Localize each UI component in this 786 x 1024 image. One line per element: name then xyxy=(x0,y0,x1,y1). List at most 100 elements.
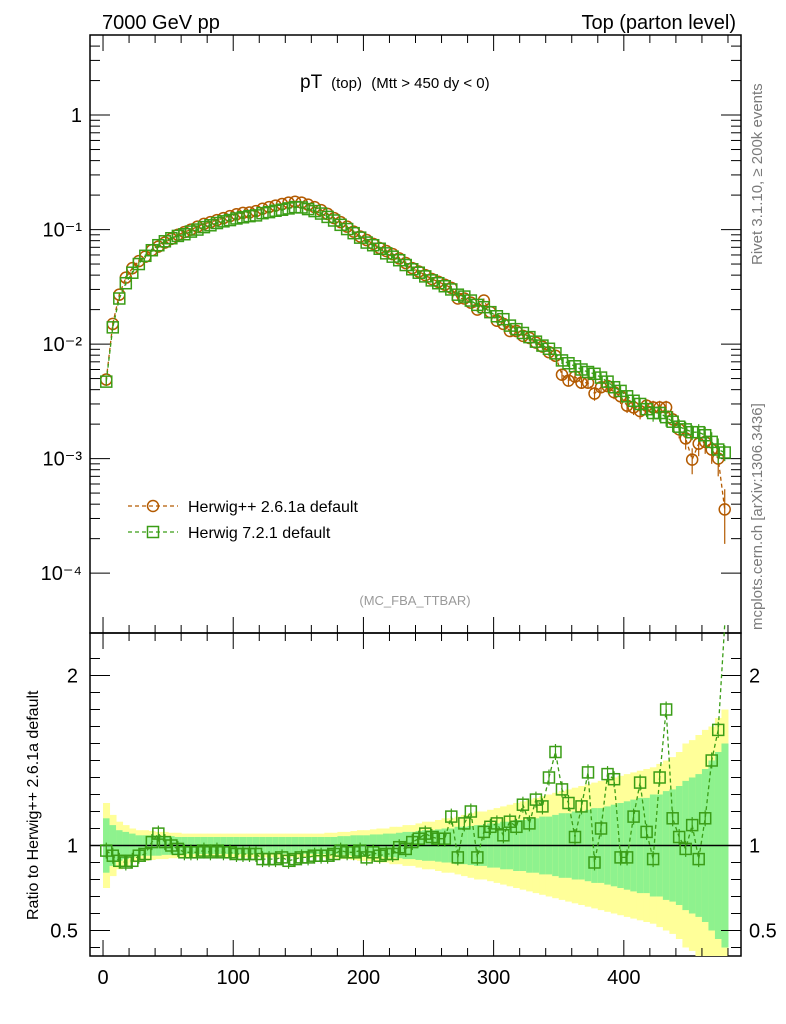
plot-title: pT (top) (Mtt > 450 dy < 0) xyxy=(300,72,490,93)
data-point-square xyxy=(171,229,185,243)
ratio-point xyxy=(555,783,569,796)
data-point-square xyxy=(184,225,198,238)
data-point-square xyxy=(113,292,126,305)
rivet-label: Rivet 3.1.10, ≥ 200k events xyxy=(749,83,766,265)
data-point-square xyxy=(692,425,705,439)
ratio-point xyxy=(575,800,588,813)
ratio-point xyxy=(692,852,705,866)
ratio-point xyxy=(698,812,712,825)
main-axis-ticks: 1 10⁻¹ 10⁻² 10⁻³ 10⁻⁴ xyxy=(41,34,741,633)
ratio-point xyxy=(392,840,406,854)
data-point-square xyxy=(484,305,497,319)
ratio-point xyxy=(308,849,321,862)
ratio-ytick-label-right: 1 xyxy=(749,836,760,858)
ratio-ytick-label: 2 xyxy=(67,666,78,688)
main-ytick-label: 1 xyxy=(71,105,82,127)
ratio-point xyxy=(373,849,386,862)
ratio-point xyxy=(113,854,126,868)
data-point-circle xyxy=(685,453,699,466)
ratio-point xyxy=(236,847,250,861)
ratio-point xyxy=(295,851,308,864)
data-point-circle xyxy=(575,376,588,389)
ratio-ytick-label: 0.5 xyxy=(50,921,78,943)
data-point-circle xyxy=(562,374,575,387)
plot-title-main: pT xyxy=(300,72,323,93)
data-point-square xyxy=(679,423,692,436)
ratio-xtick-label: 300 xyxy=(477,967,510,989)
ratio-point xyxy=(549,745,562,759)
ratio-point xyxy=(178,846,191,859)
ratio-point xyxy=(607,772,621,786)
ratio-point xyxy=(562,796,575,810)
data-point-square xyxy=(386,250,399,263)
data-point-square xyxy=(327,214,341,227)
ratio-ytick-label-right: 0.5 xyxy=(749,921,777,943)
data-point-square xyxy=(432,276,445,290)
data-point-square xyxy=(685,425,699,439)
ratio-point xyxy=(301,851,315,864)
data-point-square xyxy=(412,266,426,279)
data-point-square xyxy=(119,276,133,290)
watermark: (MC_FBA_TTBAR) xyxy=(359,593,470,608)
data-point-square xyxy=(640,402,653,416)
data-point-square xyxy=(405,263,419,276)
data-point-circle xyxy=(718,503,731,516)
ratio-point xyxy=(529,793,543,806)
main-ytick-label: 10⁻² xyxy=(43,334,83,356)
ratio-point xyxy=(145,835,159,849)
ratio-point xyxy=(633,776,647,789)
ratio-point xyxy=(314,849,328,862)
ratio-point xyxy=(353,844,367,857)
data-point-square xyxy=(256,206,269,220)
ratio-point xyxy=(490,817,504,830)
ratio-point xyxy=(438,832,452,845)
data-point-square xyxy=(698,428,712,442)
ratio-point xyxy=(223,846,237,859)
legend: Herwig++ 2.6.1a default Herwig 7.2.1 def… xyxy=(128,499,358,542)
ratio-point xyxy=(386,847,399,861)
ratio-point xyxy=(158,835,172,849)
data-point-square xyxy=(536,339,549,352)
ratio-point xyxy=(510,820,523,834)
data-point-square xyxy=(549,347,562,360)
main-ytick-label: 10⁻⁴ xyxy=(41,563,82,585)
data-point-square xyxy=(490,310,504,323)
data-point-square xyxy=(497,312,510,326)
legend-marker-herwig-new xyxy=(146,525,160,539)
data-point-square xyxy=(471,298,484,312)
ratio-point xyxy=(640,825,653,839)
ratio-point xyxy=(171,842,185,856)
ratio-point xyxy=(581,766,595,779)
data-point-square xyxy=(360,236,373,249)
data-point-square xyxy=(132,257,146,271)
ratio-point xyxy=(399,842,412,856)
data-point-square xyxy=(204,219,217,232)
data-point-square xyxy=(334,218,347,232)
data-point-square xyxy=(653,406,666,420)
data-point-square xyxy=(646,406,660,420)
mcplots-label: mcplots.cern.ch [arXiv:1306.3436] xyxy=(749,403,766,630)
series-line-0 xyxy=(105,201,726,510)
main-ytick-label: 10⁻³ xyxy=(43,449,83,471)
ratio-point xyxy=(256,852,269,866)
plot-title-sub: (top) xyxy=(331,75,362,92)
ratio-point xyxy=(288,852,302,866)
data-point-square xyxy=(223,213,237,227)
data-point-square xyxy=(588,367,601,381)
data-point-square xyxy=(503,319,517,332)
ratio-point xyxy=(568,830,582,844)
ratio-point xyxy=(425,830,439,844)
ratio-point xyxy=(269,852,282,866)
data-point-square xyxy=(562,357,575,370)
data-point-square xyxy=(321,210,334,224)
ratio-point xyxy=(627,810,640,823)
ratio-ytick-label-right: 2 xyxy=(749,666,760,688)
ratio-point xyxy=(497,829,510,842)
ratio-ytick-label: 1 xyxy=(67,836,78,858)
data-point-square xyxy=(236,211,250,224)
data-point-square xyxy=(230,212,243,225)
ratio-point xyxy=(419,827,432,840)
data-point-square xyxy=(607,380,621,394)
data-point-square xyxy=(373,242,386,255)
